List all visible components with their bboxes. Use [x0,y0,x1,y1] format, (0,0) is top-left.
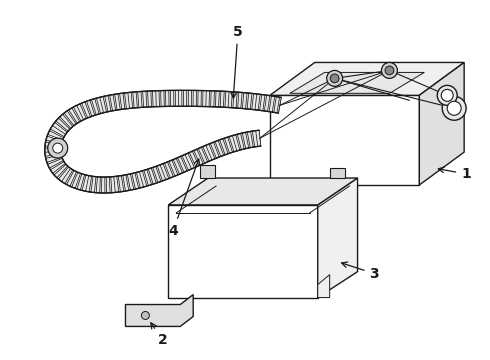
Circle shape [330,74,339,83]
Circle shape [48,138,68,158]
Polygon shape [168,178,358,205]
Circle shape [442,96,466,120]
Polygon shape [168,205,318,298]
Polygon shape [270,95,419,185]
Polygon shape [419,62,464,185]
Polygon shape [270,62,464,95]
Polygon shape [200,165,215,178]
Text: 5: 5 [231,24,243,98]
Text: 1: 1 [439,167,471,181]
Text: 3: 3 [342,262,379,281]
Polygon shape [318,178,358,298]
Circle shape [441,89,453,101]
Circle shape [327,71,343,86]
Polygon shape [290,72,424,93]
Circle shape [447,101,461,115]
Circle shape [385,66,394,75]
Circle shape [437,85,457,105]
Circle shape [382,62,397,78]
Polygon shape [318,275,330,298]
Polygon shape [45,90,281,193]
Polygon shape [45,90,281,193]
Circle shape [142,311,149,319]
Circle shape [53,143,63,153]
Text: 4: 4 [168,159,199,238]
Polygon shape [125,294,193,327]
Polygon shape [330,168,344,178]
Text: 2: 2 [151,323,168,347]
